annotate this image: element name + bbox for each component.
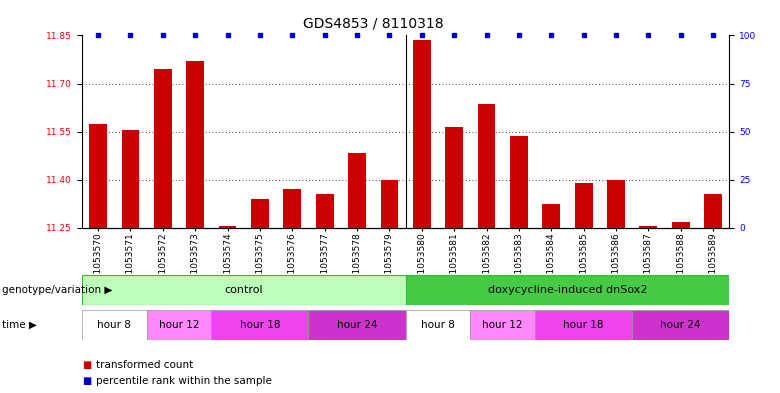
Text: hour 12: hour 12 [159, 320, 199, 330]
Text: transformed count: transformed count [96, 360, 193, 371]
Bar [542, 204, 560, 228]
Bar [704, 194, 722, 228]
Bar [316, 194, 334, 228]
Bar [283, 189, 301, 228]
Text: time ▶: time ▶ [2, 320, 37, 330]
Bar [381, 180, 399, 228]
Bar [406, 275, 729, 305]
Bar [672, 222, 690, 228]
Bar [309, 310, 406, 340]
Bar [186, 61, 204, 228]
Bar [82, 310, 147, 340]
Text: hour 12: hour 12 [483, 320, 523, 330]
Title: GDS4853 / 8110318: GDS4853 / 8110318 [303, 16, 444, 30]
Bar [147, 310, 211, 340]
Bar [89, 124, 107, 228]
Bar [470, 310, 535, 340]
Bar [633, 310, 729, 340]
Bar [413, 40, 431, 228]
Bar [640, 226, 658, 228]
Text: hour 24: hour 24 [337, 320, 378, 330]
Bar [510, 136, 528, 228]
Text: hour 24: hour 24 [661, 320, 701, 330]
Bar [82, 275, 406, 305]
Bar [406, 310, 470, 340]
Bar [477, 105, 495, 228]
Bar [211, 310, 309, 340]
Bar [154, 69, 172, 228]
Text: doxycycline-induced dnSox2: doxycycline-induced dnSox2 [488, 285, 647, 295]
Bar [122, 130, 140, 228]
Text: hour 18: hour 18 [563, 320, 604, 330]
Text: percentile rank within the sample: percentile rank within the sample [96, 376, 271, 386]
Text: hour 8: hour 8 [421, 320, 455, 330]
Bar [251, 199, 269, 228]
Bar [445, 127, 463, 228]
Bar [575, 183, 593, 228]
Bar [348, 152, 366, 228]
Text: hour 18: hour 18 [239, 320, 280, 330]
Text: ■: ■ [82, 360, 91, 371]
Bar [535, 310, 633, 340]
Text: genotype/variation ▶: genotype/variation ▶ [2, 285, 112, 295]
Bar [218, 226, 236, 228]
Text: control: control [225, 285, 263, 295]
Bar [607, 180, 625, 228]
Text: ■: ■ [82, 376, 91, 386]
Text: hour 8: hour 8 [98, 320, 131, 330]
